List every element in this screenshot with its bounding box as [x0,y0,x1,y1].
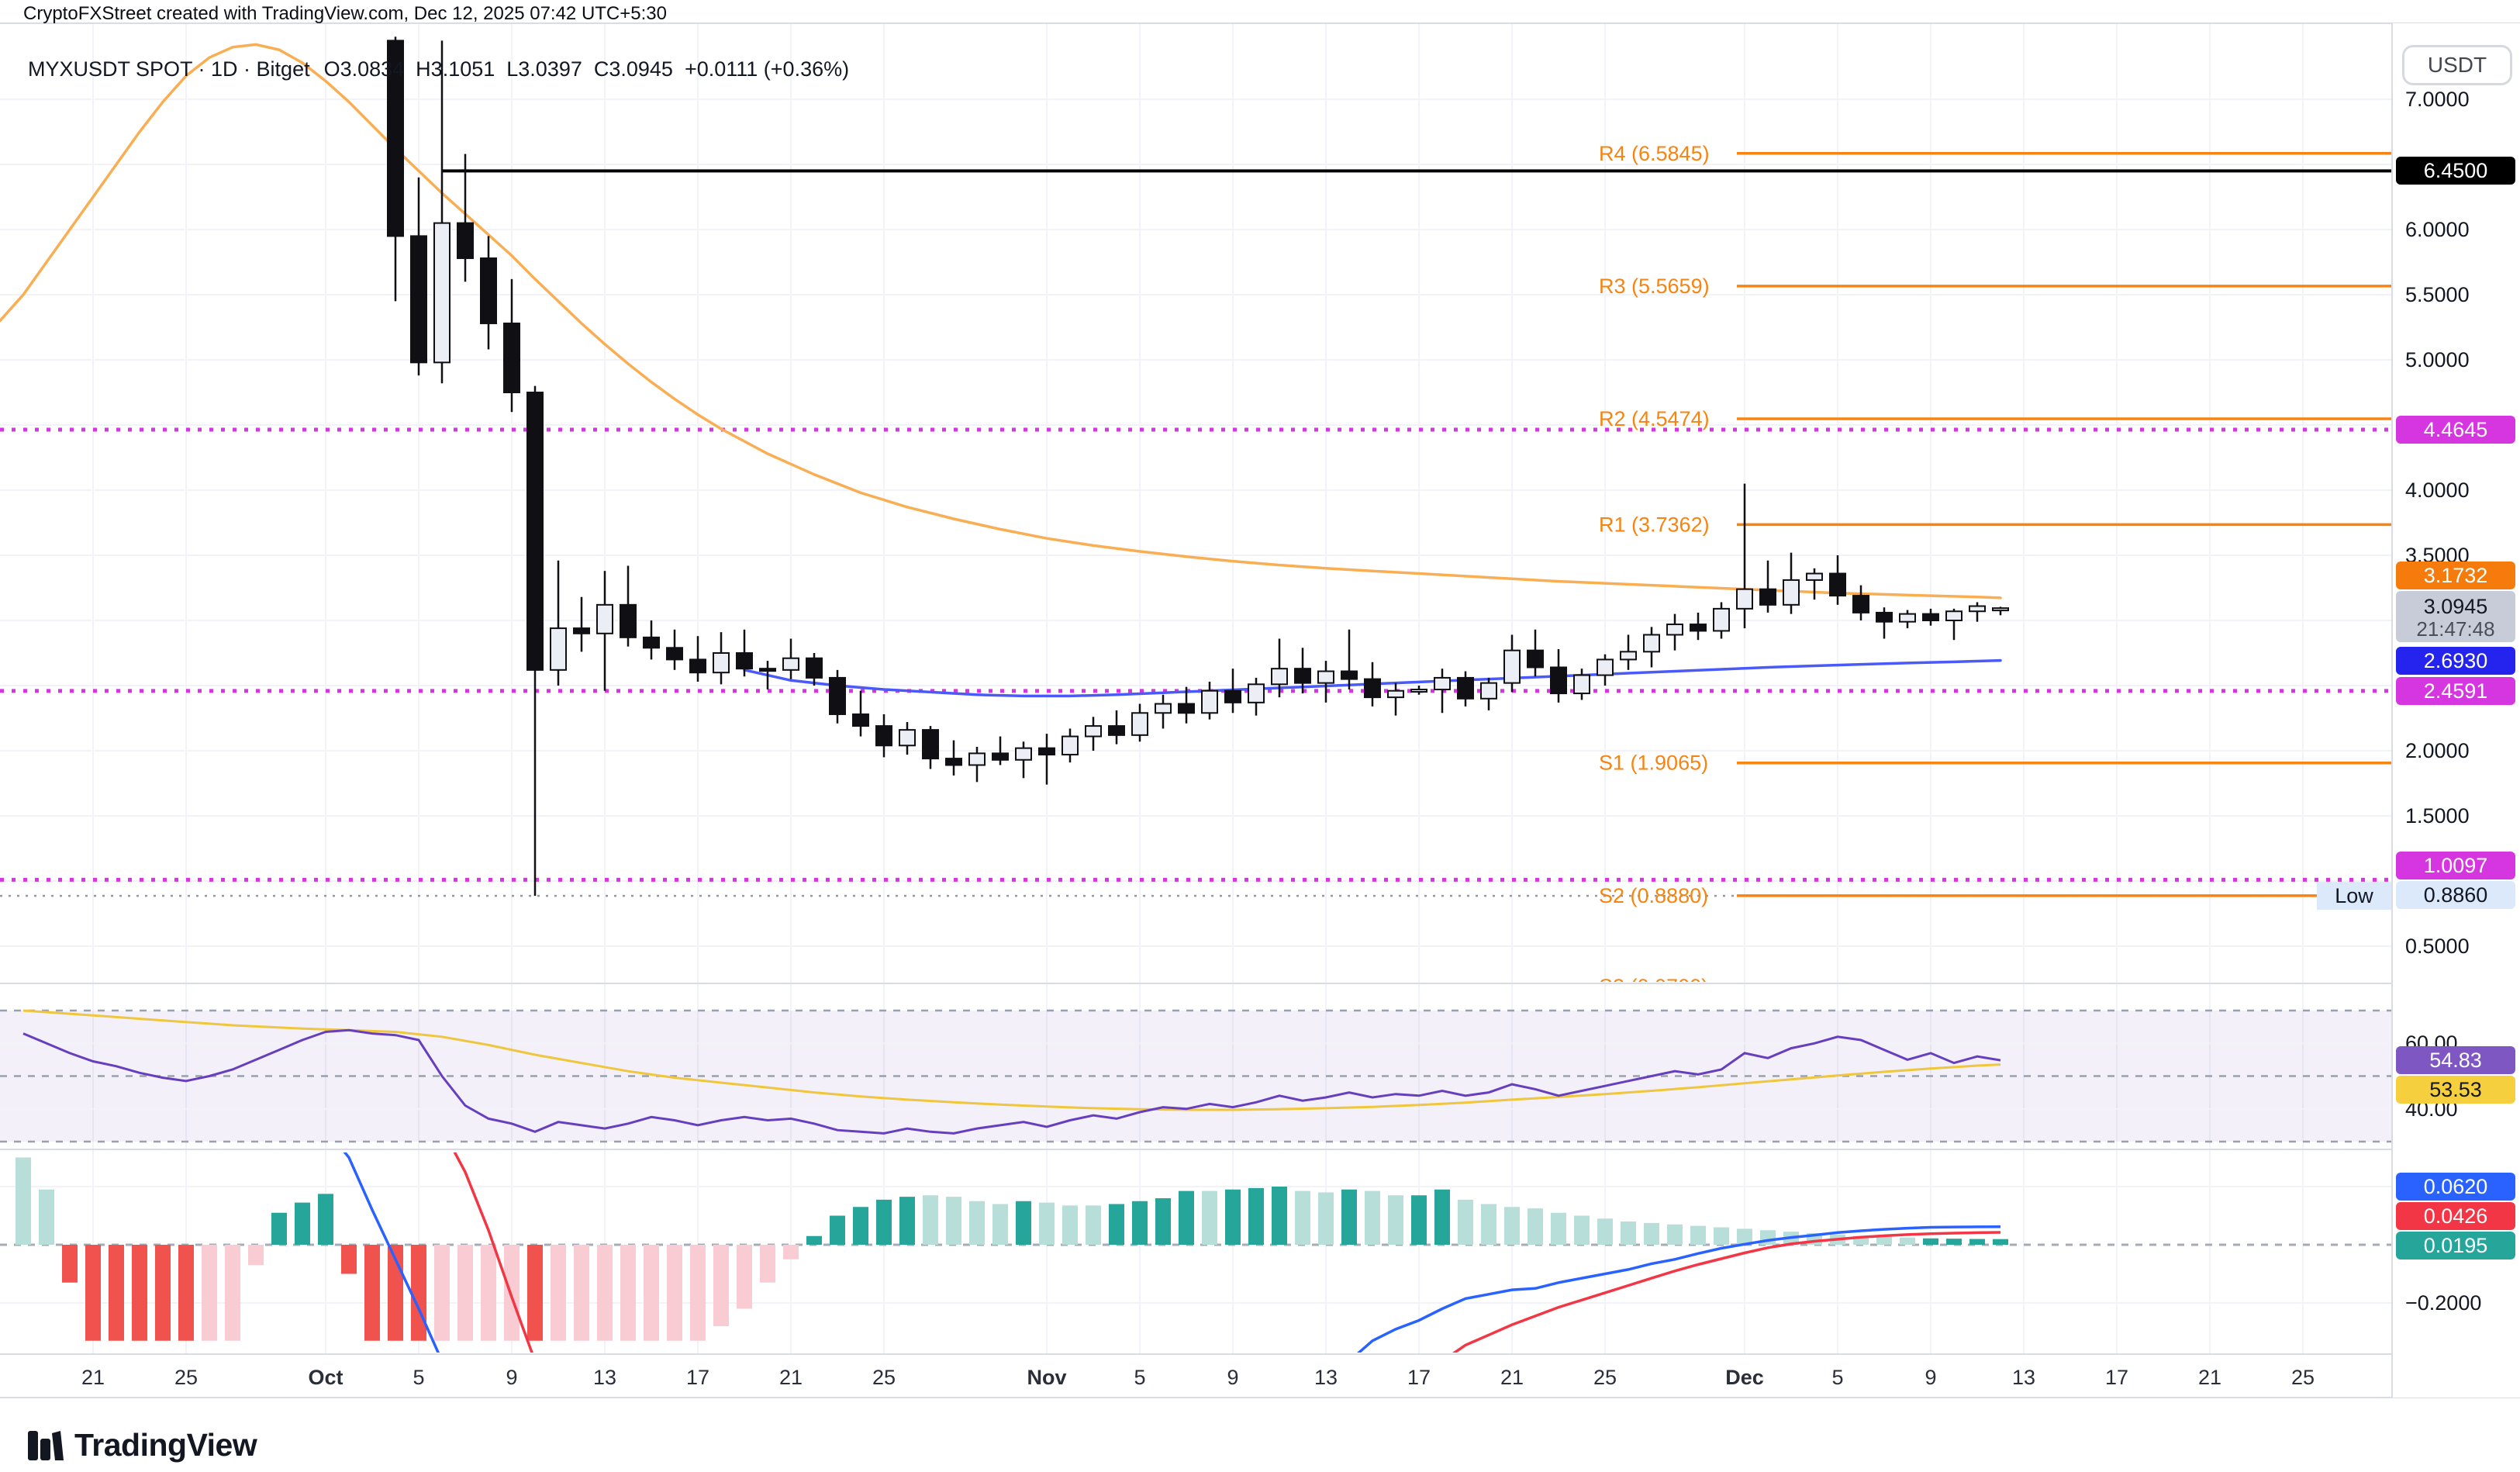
rsi-ma-value-badge-text: 53.53 [2429,1078,2482,1101]
price-pane[interactable]: R4 (6.5845) R3 (5.5659) R2 (4.5474) R1 (3.7… [0,36,2392,1002]
price-axis-label: 6.0000 [2405,218,2470,241]
rsi-value-badge-text: 54.83 [2429,1049,2482,1072]
black-line-price-badge [2396,157,2515,185]
rsi-value-badge [2396,1046,2515,1074]
magenta-level-badge-lower [2396,852,2515,879]
footer: TradingView [28,1427,257,1463]
time-axis-label: 5 [1134,1366,1145,1389]
last-price-countdown-badge [2396,591,2515,642]
macd-signal-line[interactable] [442,1128,535,1361]
price-axis-label: 5.5000 [2405,283,2470,306]
time-axis-label: 9 [1227,1366,1238,1389]
ohlc-values: O3.0834 H3.1051 L3.0397 C3.0945 +0.0111 … [323,57,850,81]
rsi-pane[interactable] [0,1009,2392,1143]
tradingview-brand[interactable]: TradingView [74,1427,257,1463]
time-axis-label: Nov [1027,1366,1066,1389]
time-axis-label: 17 [2105,1366,2128,1389]
rsi-ma-value-badge [2396,1076,2515,1104]
time-axis-label: 21 [779,1366,803,1389]
time-axis-label: 13 [1314,1366,1338,1389]
time-axis-label: 17 [686,1366,709,1389]
time-axis-label: 13 [2012,1366,2035,1389]
magenta-level-badge-lower-text: 1.0097 [2424,854,2488,877]
ma-blue-value-badge [2396,647,2515,675]
low-marker-box [2317,882,2391,910]
time-axis-label: 21 [1500,1366,1524,1389]
magenta-level-badge-mid [2396,677,2515,705]
low-price-badge-text: 0.8860 [2424,883,2488,907]
macd-hist-value-badge-text: 0.0195 [2424,1234,2488,1257]
currency-toggle-button[interactable]: USDT [2402,45,2512,85]
rsi-ma-line[interactable] [22,1009,2001,1111]
price-axis-label: 2.0000 [2405,739,2470,762]
price-axis-panel[interactable] [2392,23,2520,1398]
sr-label: S3 (0.0700) [1599,975,1708,998]
time-axis-label: 5 [1831,1366,1843,1389]
symbol-title: MYXUSDT SPOT · 1D · Bitget [28,57,310,81]
time-axis-label: Dec [1725,1366,1764,1389]
time-axis-label: 25 [2291,1366,2315,1389]
time-axis-label: 21 [81,1366,105,1389]
low-price-badge [2396,881,2515,909]
tradingview-logo-icon[interactable] [28,1429,64,1462]
price-axis-label: 4.0000 [2405,479,2470,502]
rsi-line[interactable] [22,1028,2001,1135]
time-axis-label: 13 [593,1366,616,1389]
ma-blue-value-badge-text: 2.6930 [2424,649,2488,672]
macd-line[interactable] [326,1128,442,1361]
time-axis-label: Oct [308,1366,343,1389]
time-axis-label: 25 [1593,1366,1617,1389]
time-axis-label: 17 [1407,1366,1431,1389]
price-axis-label: 7.0000 [2405,88,2470,111]
magenta-level-badge-upper [2396,416,2515,444]
sr-label: R2 (4.5474) [1599,407,1710,430]
macd-signal-line[interactable] [1442,1231,2001,1361]
macd-line-value-badge [2396,1173,2515,1201]
price-axis-label: −0.2000 [2405,1291,2481,1315]
time-axis-label: 9 [506,1366,517,1389]
macd-signal-value-badge [2396,1202,2515,1230]
time-axis-label: 25 [872,1366,896,1389]
price-axis-label: 5.0000 [2405,348,2470,371]
support-resistance-levels[interactable]: R4 (6.5845) R3 (5.5659) R2 (4.5474) R1 (3.7… [1599,142,2392,1002]
price-axis-label: 0.5000 [2405,935,2470,958]
symbol-legend: MYXUSDT SPOT · 1D · Bitget O3.0834 H3.105… [28,57,849,81]
time-axis-label: 25 [174,1366,198,1389]
macd-signal-value-badge-text: 0.0426 [2424,1204,2488,1228]
time-axis-label: 5 [413,1366,424,1389]
attribution-header: CryptoFXStreet created with TradingView.… [23,3,667,24]
macd-pane[interactable] [0,1128,2392,1361]
sr-label: S1 (1.9065) [1599,752,1708,775]
macd-histogram [16,1157,2008,1341]
ma-orange-value-badge-text: 3.1732 [2424,564,2488,587]
black-line-price-badge-text: 6.4500 [2424,159,2488,182]
price-axis-label: 1.5000 [2405,804,2470,828]
sr-label: R3 (5.5659) [1599,275,1710,298]
macd-line-value-badge-text: 0.0620 [2424,1175,2488,1198]
sr-label: R1 (3.7362) [1599,513,1710,536]
ma-orange-value-badge [2396,562,2515,589]
sr-label: S2 (0.8880) [1599,884,1708,907]
time-axis-label: 9 [1925,1366,1936,1389]
sr-label: R4 (6.5845) [1599,142,1710,165]
low-marker-label: Low [2335,884,2373,907]
time-axis-label: 21 [2198,1366,2221,1389]
magenta-level-badge-mid-text: 2.4591 [2424,679,2488,703]
macd-line[interactable] [1349,1225,2001,1361]
magenta-level-badge-upper-text: 4.4645 [2424,418,2488,441]
last-price-countdown-badge-text: 3.0945 [2424,595,2488,618]
last-price-countdown-badge-countdown: 21:47:48 [2416,617,2494,641]
macd-hist-value-badge [2396,1232,2515,1259]
ma-orange-line[interactable] [0,43,2002,600]
candlestick-series[interactable] [387,36,2009,897]
